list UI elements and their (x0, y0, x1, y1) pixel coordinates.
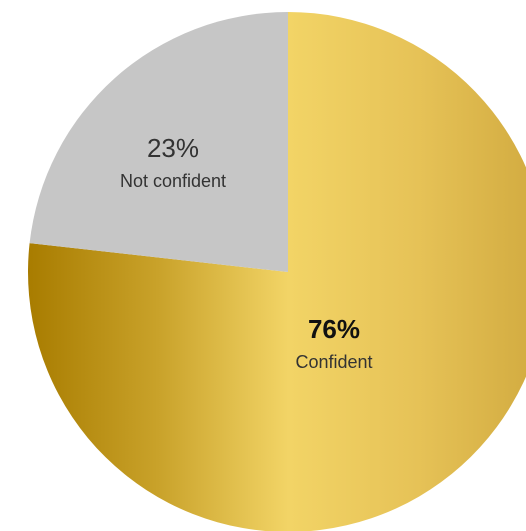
slice-name-confident: Confident (295, 352, 372, 372)
slice-name-not-confident: Not confident (120, 171, 226, 191)
slice-label-confident: 76% Confident (295, 314, 372, 372)
slice-value-not-confident: 23% (147, 133, 199, 163)
pie-slice-confident (28, 12, 526, 531)
slice-label-not-confident: 23% Not confident (120, 133, 226, 191)
pie-slices (28, 12, 526, 531)
slice-value-confident: 76% (308, 314, 360, 344)
pie-slice-not-confident (29, 12, 289, 272)
